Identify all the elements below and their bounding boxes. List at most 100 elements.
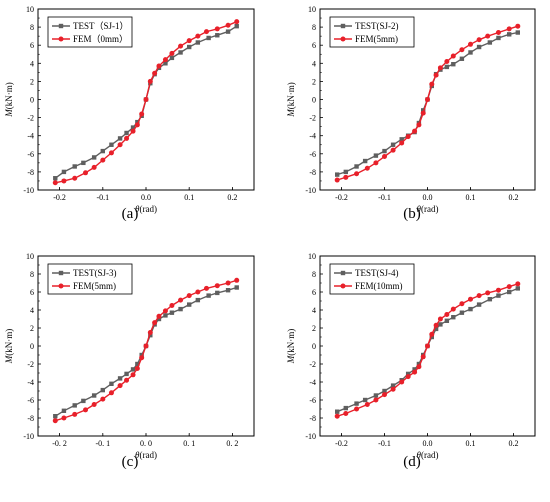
data-point — [203, 29, 209, 35]
data-point — [139, 355, 145, 361]
y-axis-unit: (kN·m) — [4, 82, 14, 109]
data-point — [334, 413, 340, 419]
data-point — [52, 180, 58, 186]
x-axis-unit: (rad) — [139, 204, 157, 214]
data-point — [390, 147, 396, 153]
data-point — [234, 277, 240, 283]
x-axis-label: θ(rad) — [135, 204, 157, 214]
data-point — [124, 371, 129, 377]
data-point — [178, 50, 183, 55]
x-tick-label: -0.2 — [335, 439, 348, 448]
data-point — [206, 35, 211, 41]
data-point — [148, 333, 153, 338]
data-point — [495, 287, 501, 293]
data-point — [124, 135, 130, 141]
data-point — [117, 142, 123, 148]
data-point — [485, 33, 491, 39]
data-point — [91, 402, 97, 407]
legend-entry: TEST(SJ-3) — [52, 268, 117, 278]
x-tick-label: 0.2 — [509, 193, 519, 202]
series-1 — [335, 286, 520, 414]
data-point — [515, 286, 520, 291]
data-point — [178, 297, 184, 303]
data-point — [515, 281, 521, 287]
y-tick-label: -10 — [305, 432, 316, 441]
series-line — [54, 25, 238, 179]
data-point — [195, 289, 201, 295]
data-point — [178, 306, 183, 312]
y-tick-label: 2 — [30, 324, 34, 333]
data-point — [72, 411, 78, 417]
data-point — [139, 352, 144, 358]
data-point — [468, 306, 473, 312]
legend-entry: FEM(5mm) — [52, 281, 116, 291]
panel-label: (d) — [403, 454, 421, 470]
data-point — [72, 175, 78, 181]
data-point — [412, 367, 417, 372]
legend-marker — [58, 36, 64, 42]
series-1 — [53, 23, 239, 181]
data-point — [354, 401, 359, 406]
x-tick-label: 0.0 — [423, 439, 433, 448]
y-tick-label: -10 — [23, 186, 34, 195]
data-point — [390, 383, 396, 388]
data-point — [487, 297, 493, 302]
y-tick-label: -8 — [27, 414, 34, 423]
data-point — [515, 23, 521, 29]
y-tick-label: -4 — [309, 378, 316, 387]
data-point — [91, 155, 97, 160]
y-tick-label: -8 — [309, 414, 316, 423]
data-point — [515, 30, 520, 35]
data-point — [162, 57, 168, 63]
y-tick-label: -10 — [23, 432, 34, 441]
y-tick-label: 6 — [30, 288, 34, 297]
y-tick-label: 8 — [312, 23, 316, 32]
data-point — [162, 308, 168, 314]
data-point — [135, 361, 140, 367]
data-point — [433, 322, 439, 328]
legend-marker — [58, 283, 64, 289]
y-tick-label: 2 — [312, 77, 316, 86]
legend-label: TEST(SJ-2) — [355, 21, 399, 31]
data-point — [108, 150, 114, 156]
legend-box — [47, 263, 133, 295]
data-point — [405, 371, 411, 377]
data-point — [476, 44, 482, 50]
legend-label: FEM(5mm) — [73, 281, 116, 291]
data-point — [416, 122, 422, 128]
legend-entry: TEST(SJ-4) — [334, 268, 399, 278]
data-point — [335, 409, 340, 414]
data-point — [429, 81, 435, 87]
series-line — [336, 283, 519, 417]
y-tick-label: 0 — [312, 342, 316, 351]
y-tick-label: 0 — [30, 96, 34, 105]
y-tick-label: 0 — [30, 342, 34, 351]
x-tick-label: -0.2 — [335, 193, 348, 202]
data-point — [195, 33, 201, 39]
data-point — [433, 326, 439, 332]
series-1 — [335, 30, 520, 177]
legend-label: TEST（SJ-1） — [73, 21, 129, 31]
legend-entry: FEM（0mm） — [52, 34, 128, 44]
legend-marker — [340, 23, 346, 29]
data-point — [335, 172, 340, 177]
data-point — [343, 405, 348, 411]
data-point — [390, 142, 396, 147]
y-tick-label: 6 — [30, 41, 34, 50]
y-tick-label: -6 — [27, 150, 34, 159]
y-tick-label: 8 — [30, 23, 34, 32]
data-point — [373, 393, 379, 398]
x-tick-label: 0.0 — [423, 193, 433, 202]
data-point — [139, 111, 145, 117]
legend-entry: TEST（SJ-1） — [52, 21, 129, 31]
y-tick-label: -4 — [27, 132, 34, 141]
x-axis-label: θ(rad) — [417, 204, 439, 214]
data-point — [506, 284, 512, 290]
y-axis-symbol: M — [4, 355, 14, 364]
data-point — [429, 334, 434, 340]
data-point — [234, 285, 239, 290]
y-tick-label: 10 — [26, 252, 34, 261]
legend-label: TEST(SJ-3) — [73, 268, 117, 278]
x-axis-symbol: θ — [417, 204, 422, 214]
data-point — [425, 343, 430, 349]
